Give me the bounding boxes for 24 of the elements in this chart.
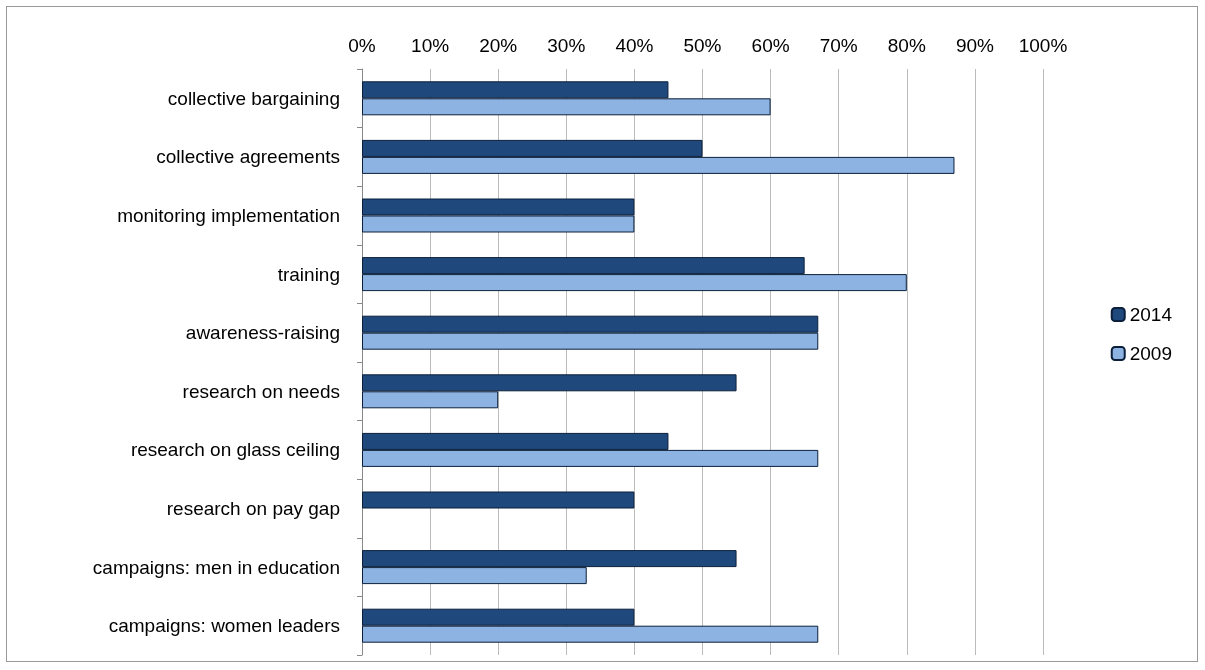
x-tick-label: 20% xyxy=(479,35,518,56)
y-tick-label: research on needs xyxy=(182,380,340,402)
y-tick-label: monitoring implementation xyxy=(117,205,340,226)
legend-label: 2014 xyxy=(1129,304,1173,325)
y-tick-label: research on pay gap xyxy=(166,498,340,519)
x-tick-label: 90% xyxy=(955,35,995,56)
y-tick-label: campaigns: women leaders xyxy=(108,615,340,637)
x-tick-label: 80% xyxy=(887,35,926,56)
x-tick-label: 40% xyxy=(615,35,654,56)
y-tick-label: collective agreements xyxy=(156,146,340,168)
x-tick-label: 10% xyxy=(411,35,450,56)
x-tick-label: 60% xyxy=(751,35,790,56)
y-tick-label: campaigns: men in education xyxy=(92,556,340,578)
y-tick-label: collective bargaining xyxy=(167,87,340,109)
y-tick-label: awareness-raising xyxy=(185,322,340,344)
y-tick-label: training xyxy=(277,263,340,285)
x-tick-label: 0% xyxy=(348,35,376,56)
bar xyxy=(362,491,635,509)
x-tick-label: 50% xyxy=(683,35,722,56)
x-tick-label: 100% xyxy=(1018,35,1068,56)
legend-label: 2009 xyxy=(1129,343,1173,364)
y-tick-label: research on glass ceiling xyxy=(130,439,340,461)
x-tick-label: 30% xyxy=(547,35,586,56)
x-tick-label: 70% xyxy=(819,35,858,56)
